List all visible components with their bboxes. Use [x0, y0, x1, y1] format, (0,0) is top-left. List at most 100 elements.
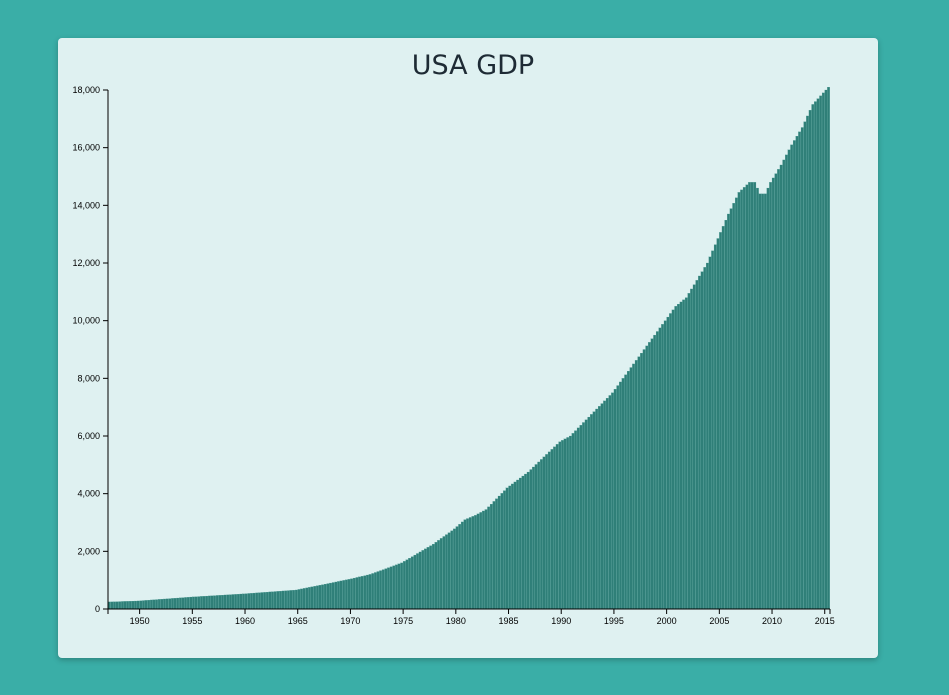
bar [782, 159, 786, 610]
bar [529, 469, 533, 610]
x-tick-label: 1965 [288, 616, 308, 626]
bar [284, 590, 288, 610]
bar [334, 581, 338, 610]
bar [118, 601, 122, 610]
bar [518, 477, 522, 610]
bar [571, 433, 575, 610]
bar [126, 601, 129, 610]
bar [247, 593, 251, 610]
bar [186, 597, 190, 610]
x-tick-label: 2000 [657, 616, 677, 626]
x-tick-label: 1975 [393, 616, 413, 626]
bar [416, 553, 419, 610]
bar [445, 534, 448, 610]
bar [671, 309, 675, 610]
bar [692, 284, 696, 610]
bar [255, 592, 259, 610]
bar [418, 551, 422, 610]
bar [360, 576, 364, 610]
bar [663, 320, 667, 610]
bar [569, 435, 572, 610]
bar [574, 430, 577, 610]
x-tick-label: 2010 [762, 616, 782, 626]
bar [608, 395, 612, 610]
bar [300, 588, 303, 610]
bar [666, 316, 670, 610]
bar [455, 526, 459, 610]
bar [302, 588, 306, 610]
bar [168, 598, 172, 610]
bar [215, 595, 219, 610]
bar [147, 600, 151, 610]
bar [318, 585, 322, 610]
bar [392, 565, 396, 610]
bar [210, 595, 214, 610]
bar [584, 419, 588, 610]
bar [550, 449, 554, 610]
bar [410, 556, 414, 610]
bar [350, 578, 353, 610]
bar [653, 334, 656, 610]
bar [405, 559, 409, 610]
bar [632, 363, 635, 610]
bar [621, 378, 625, 610]
bar [437, 540, 440, 610]
bar [189, 596, 193, 610]
bar [447, 532, 451, 610]
x-tick-label: 1960 [235, 616, 255, 626]
bar [750, 182, 754, 610]
bar [769, 182, 772, 610]
bar [579, 425, 583, 610]
bar [595, 408, 598, 610]
y-tick-label: 18,000 [72, 85, 100, 95]
bar [297, 589, 301, 610]
bar [729, 208, 733, 610]
y-tick-label: 0 [95, 604, 100, 614]
bar [352, 577, 356, 610]
bar [389, 566, 393, 610]
bar [785, 154, 788, 610]
bar [400, 562, 403, 610]
bar [640, 353, 643, 610]
bar [761, 193, 764, 610]
bar [229, 594, 232, 610]
bar [381, 569, 385, 610]
bar [795, 136, 799, 610]
bar [234, 594, 237, 610]
bar [176, 597, 179, 610]
bar [503, 490, 506, 610]
bar [590, 414, 593, 610]
bar [500, 493, 504, 610]
bar [252, 592, 256, 610]
bar [626, 371, 630, 610]
bar [547, 451, 551, 610]
bar [745, 184, 749, 610]
bar [524, 473, 527, 610]
y-tick-label: 4,000 [77, 489, 100, 499]
bar [793, 140, 796, 610]
bar [368, 574, 372, 610]
bar [700, 271, 704, 610]
bar [355, 577, 359, 610]
bar [310, 586, 314, 610]
bar [326, 583, 330, 610]
x-tick-label: 1990 [551, 616, 571, 626]
bar [387, 567, 390, 610]
bar [764, 193, 767, 610]
bar [421, 550, 425, 610]
bar [677, 303, 680, 610]
bar [600, 403, 604, 610]
bar [771, 177, 775, 610]
bar [273, 591, 277, 610]
bar [171, 598, 174, 610]
bar [808, 110, 812, 610]
bar [316, 585, 319, 610]
bar [157, 599, 161, 610]
bar [263, 592, 266, 610]
bar [442, 536, 446, 610]
bar [458, 524, 461, 610]
bar [363, 575, 367, 610]
bar [294, 589, 298, 610]
bar [192, 596, 195, 610]
bar [289, 590, 293, 610]
